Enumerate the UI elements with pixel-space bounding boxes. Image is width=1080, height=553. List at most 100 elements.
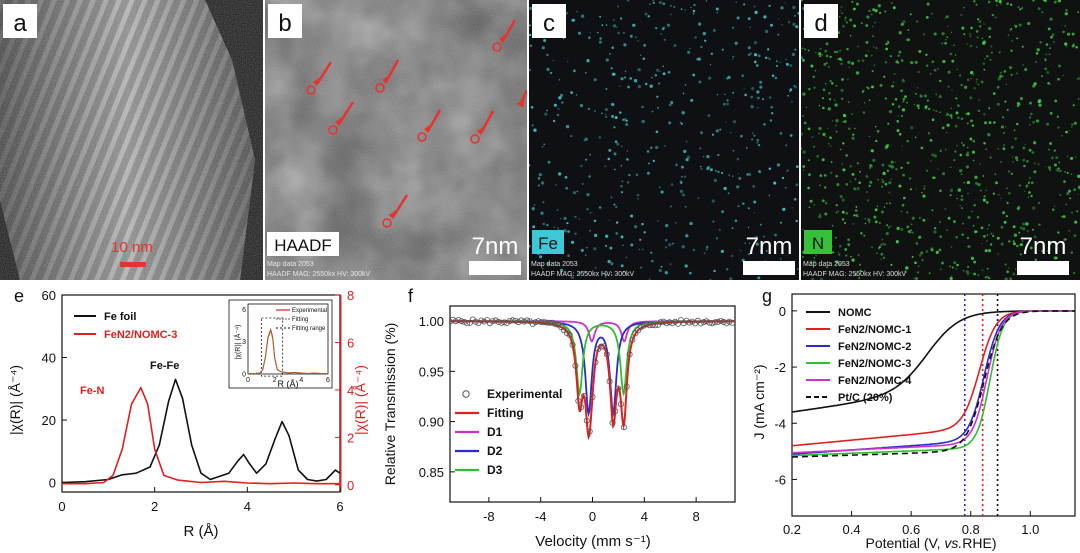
experimental-point [549, 319, 556, 326]
legend-fen2-nomc-4: FeN2/NOMC-4 [838, 375, 912, 387]
x-axis-label: Velocity (mm s⁻¹) [535, 533, 650, 550]
x-tick-label: -8 [483, 509, 495, 524]
experimental-point [509, 317, 516, 324]
panel-letter-c: c [543, 10, 555, 37]
experimental-point [712, 319, 719, 326]
legend-d2: D2 [487, 444, 503, 458]
experimental-point [580, 392, 587, 399]
legend-fen2-nomc-1: FeN2/NOMC-1 [838, 324, 911, 336]
experimental-point [620, 424, 627, 431]
atom-arrow [517, 89, 527, 108]
y-axis-label: Relative Transmission (%) [382, 323, 398, 486]
experimental-point [450, 316, 456, 323]
experimental-point [617, 401, 624, 408]
experimental-point [669, 320, 676, 327]
n-signal-dots [801, 0, 1080, 280]
scale-bar-d [1017, 261, 1069, 275]
panel-letter-d: d [814, 10, 827, 37]
experimental-point [709, 320, 716, 327]
n-element-tag: N [812, 234, 824, 253]
experimental-point [495, 318, 502, 325]
panel-letter-b: b [278, 10, 291, 37]
experimental-point [703, 318, 710, 325]
atom-arrow [492, 19, 517, 52]
annotation-fe-fe: Fe-Fe [150, 360, 179, 372]
experimental-point [666, 319, 673, 326]
experimental-point [598, 343, 605, 350]
x-tick-label: 0 [58, 499, 65, 514]
experimental-point [478, 317, 485, 324]
experimental-point [501, 319, 508, 326]
panel-a-micrograph: a 10 nm [0, 0, 263, 280]
y-tick-label-left: 20 [42, 413, 56, 428]
experimental-point [717, 318, 724, 325]
experimental-point [706, 319, 713, 326]
inset-x-tick-label: 2 [273, 377, 277, 384]
annotation-fe-n: Fe-N [80, 385, 105, 397]
scale-bar-label-a: 10 nm [111, 239, 153, 256]
x-tick-label: 2 [151, 499, 158, 514]
x-tick-label: 1.0 [1021, 522, 1039, 537]
panel-c-fe-map: c Fe Map data 2053 HAADF MAG: 2550kx HV:… [529, 0, 799, 280]
legend-nomc: NOMC [838, 307, 872, 319]
legend-fen2-nomc-2: FeN2/NOMC-2 [838, 341, 911, 353]
chart-g-orr: g 0.2 0.4 0.6 0.8 1.0 0 -2 -4 -6 Potential (V, v… [751, 286, 1076, 551]
inset-x-tick-label: 0 [246, 377, 250, 384]
y-tick-label-right: 2 [347, 430, 354, 445]
experimental-point [498, 319, 505, 326]
experimental-point [518, 317, 525, 324]
experimental-point [674, 320, 681, 327]
experimental-point [589, 394, 596, 401]
experimental-point [523, 317, 530, 324]
experimental-point [637, 324, 644, 331]
scale-bar-c [743, 261, 795, 275]
experimental-point [629, 336, 636, 343]
legend-swatch-experimental [462, 390, 470, 398]
experimental-point [649, 322, 656, 329]
scale-bar-b [469, 261, 521, 275]
map-info-line2: HAADF MAG: 2550kx HV: 300kV [803, 271, 907, 278]
experimental-point [714, 318, 721, 325]
x-tick-label: 8 [693, 509, 700, 524]
legend-pt-c-20-: Pt/C (20%) [838, 392, 893, 404]
experimental-point [646, 322, 653, 329]
x-tick-label: 4 [244, 499, 251, 514]
inset-legend-fitting: Fitting [292, 317, 308, 323]
experimental-point [606, 378, 613, 385]
inset-legend-fitting-range: Fitting range [292, 326, 326, 332]
scale-label-c: 7nm [746, 233, 793, 260]
experimental-point [552, 321, 559, 328]
y-tick-label: 0 [779, 304, 786, 319]
y-tick-label-left: 60 [42, 288, 56, 303]
experimental-point [720, 318, 727, 325]
legend-fitting: Fitting [487, 406, 524, 420]
map-info-line1: Map data 2053 [531, 261, 578, 268]
atom-arrow [382, 194, 409, 228]
y-tick-label: 0.90 [419, 415, 444, 430]
x-tick-label: 0 [589, 509, 596, 524]
x-axis-label: Potential (V, vs.RHE) [866, 535, 997, 551]
experimental-point [586, 428, 593, 435]
atom-arrow [328, 101, 355, 135]
inset-x-label: R (Å) [278, 379, 299, 389]
x-tick-label: 0.4 [843, 522, 861, 537]
experimental-point [592, 359, 599, 366]
panel-letter-a: a [13, 10, 27, 37]
series-nomc [792, 310, 1075, 413]
experimental-point [726, 318, 733, 325]
y-tick-label: -6 [774, 472, 786, 487]
x-axis-label: R (Å) [184, 523, 219, 540]
series-fe-foil [62, 378, 340, 484]
experimental-point [464, 320, 471, 327]
panel-d-n-map: d N Map data 2053 HAADF MAG: 2550kx HV: … [801, 0, 1080, 280]
experimental-point [615, 385, 622, 392]
y-tick-label-left: 40 [42, 351, 56, 366]
experimental-point [583, 417, 590, 424]
experimental-point [461, 318, 468, 325]
y-tick-label: 0.85 [419, 465, 444, 480]
panel-letter-f: f [408, 286, 414, 306]
legend-d1: D1 [487, 425, 503, 439]
